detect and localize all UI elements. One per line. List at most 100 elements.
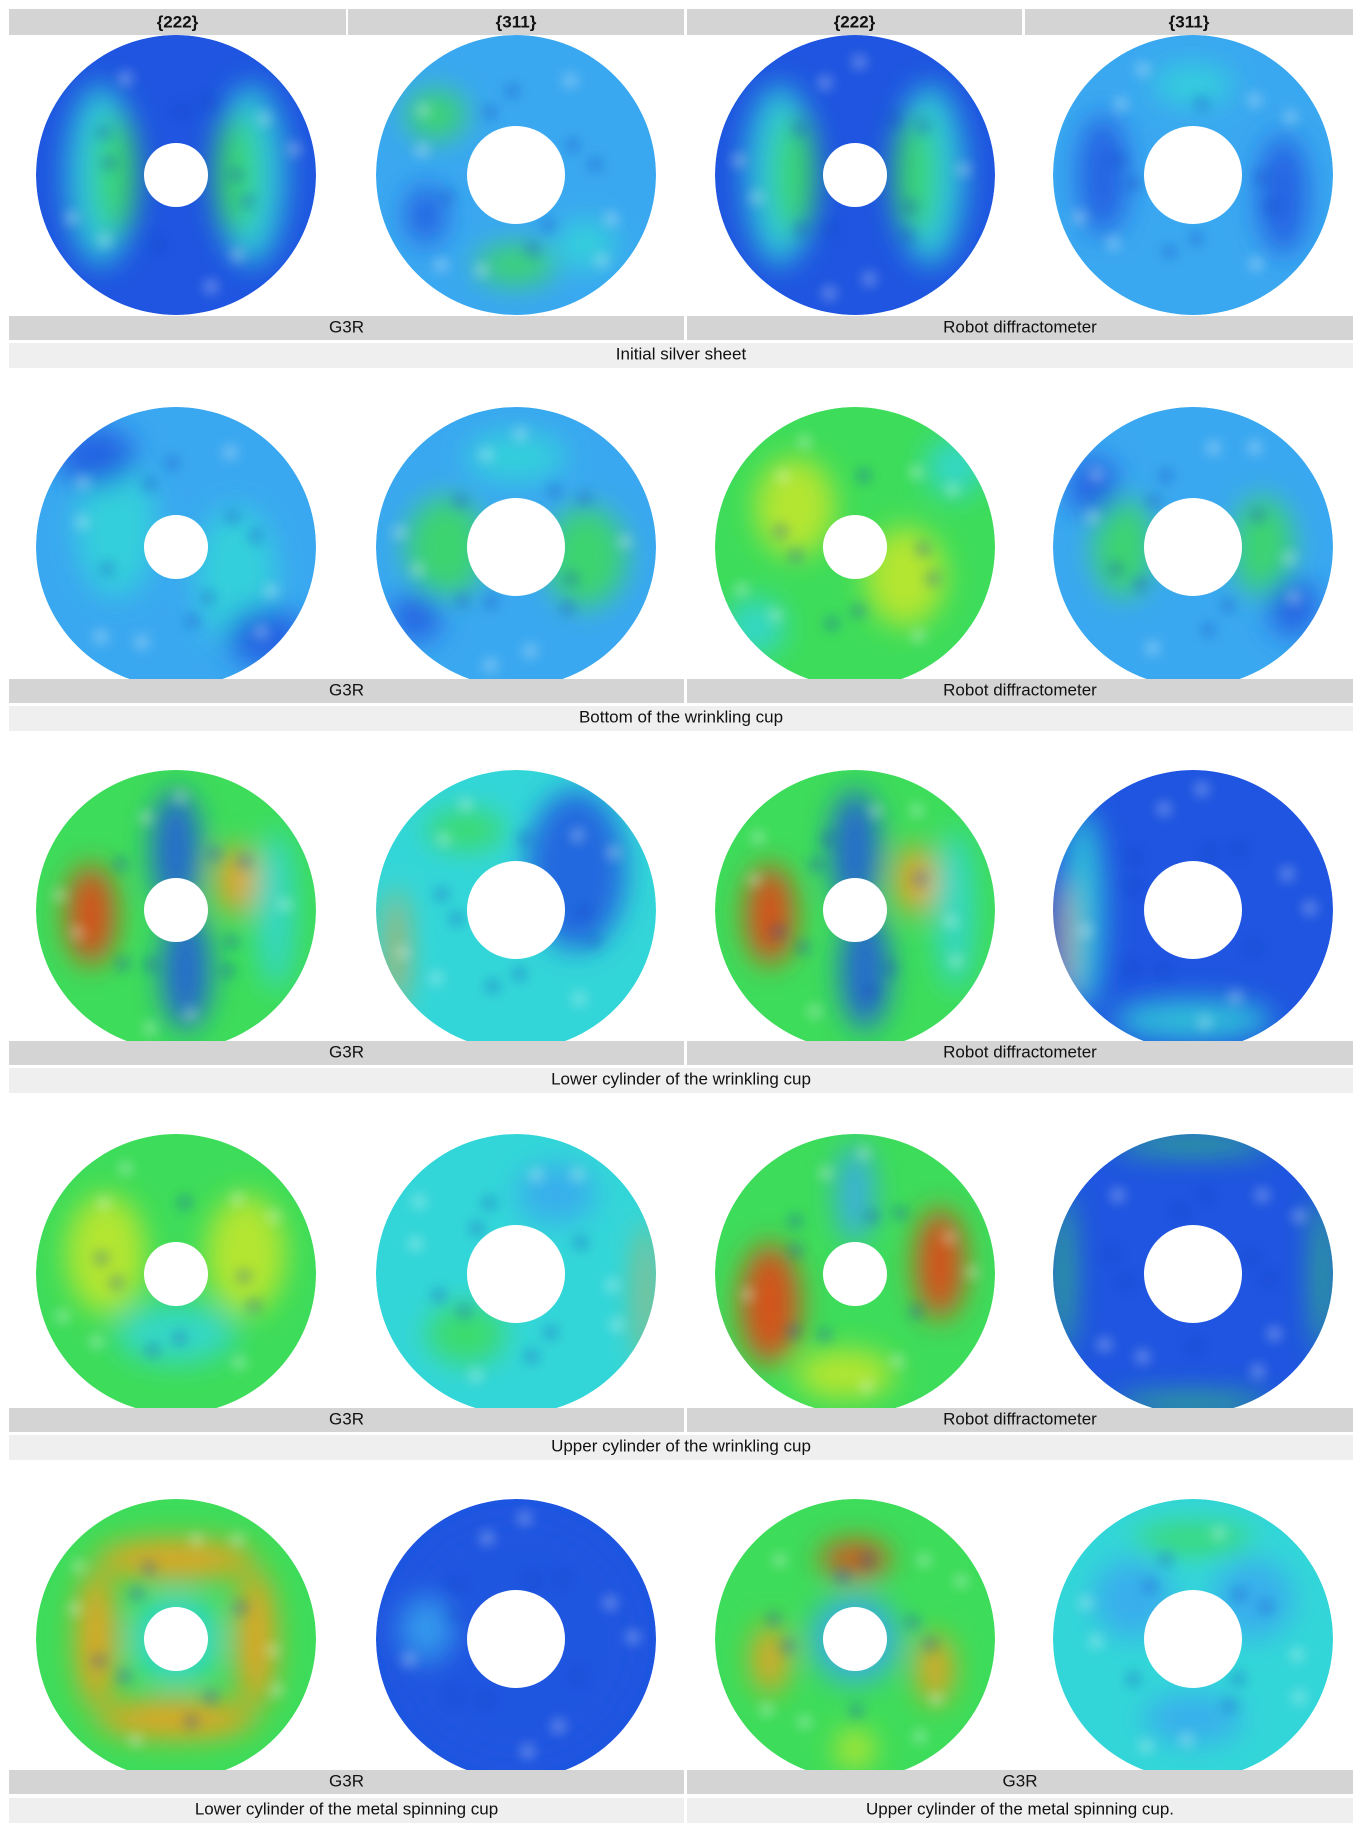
- speckle: [1089, 1634, 1104, 1649]
- speckle: [1097, 1337, 1112, 1352]
- blob: [895, 115, 935, 235]
- speckle: [1162, 244, 1177, 259]
- speckle: [142, 1560, 157, 1575]
- speckle: [100, 561, 115, 576]
- speckle: [229, 168, 243, 182]
- method-bar: [9, 1041, 684, 1065]
- speckle: [482, 1195, 497, 1210]
- center-hole: [467, 498, 565, 596]
- speckle: [1143, 1579, 1158, 1594]
- blob: [830, 790, 880, 910]
- speckle: [1089, 467, 1104, 482]
- speckles: [734, 434, 960, 643]
- header-label: {222}: [834, 12, 876, 31]
- speckle: [254, 625, 269, 640]
- center-hole: [467, 1225, 565, 1323]
- speckles: [740, 1146, 979, 1394]
- speckle: [603, 1595, 618, 1610]
- speckle: [1267, 1326, 1282, 1341]
- speckle: [117, 1669, 132, 1684]
- speckle: [1206, 441, 1221, 456]
- speckles: [55, 1161, 281, 1370]
- speckle: [570, 828, 585, 843]
- speckle: [203, 1690, 218, 1705]
- speckle: [526, 1574, 541, 1589]
- speckle: [1085, 509, 1100, 524]
- speckle: [797, 434, 812, 449]
- speckle: [224, 934, 239, 949]
- center-hole: [467, 126, 565, 224]
- speckle: [788, 548, 803, 563]
- speckle: [1259, 1599, 1274, 1614]
- speckle: [1247, 940, 1262, 955]
- speckle: [201, 590, 216, 605]
- speckle: [230, 248, 245, 263]
- blob: [406, 90, 466, 140]
- speckle: [230, 1532, 245, 1547]
- speckle: [1243, 1250, 1258, 1265]
- blob: [1258, 135, 1308, 255]
- method-label: G3R: [329, 1409, 364, 1428]
- speckle: [458, 797, 473, 812]
- speckle: [1247, 440, 1262, 455]
- speckle: [233, 1600, 248, 1615]
- speckle: [75, 515, 90, 530]
- blob: [1113, 1000, 1273, 1040]
- speckle: [1157, 802, 1172, 817]
- speckle: [482, 105, 497, 120]
- speckle: [1203, 845, 1218, 860]
- speckles: [1078, 782, 1317, 1030]
- speckles: [392, 427, 632, 673]
- speckle: [165, 456, 180, 471]
- header-label: {311}: [1169, 12, 1210, 31]
- method-label: G3R: [329, 317, 364, 336]
- pole-figure: [715, 407, 995, 687]
- speckle: [1139, 1739, 1154, 1754]
- blob: [1133, 1524, 1253, 1554]
- speckle: [818, 75, 833, 90]
- speckle: [865, 1209, 880, 1224]
- blob: [391, 592, 441, 642]
- center-hole: [1144, 861, 1242, 959]
- method-bar: [687, 1041, 1353, 1065]
- speckle: [143, 1021, 158, 1036]
- speckle: [173, 790, 188, 805]
- speckle: [96, 125, 111, 140]
- speckle: [1220, 598, 1235, 613]
- speckle: [856, 468, 871, 483]
- speckles: [415, 73, 619, 278]
- blob: [476, 245, 556, 285]
- blob: [426, 810, 506, 850]
- speckle: [401, 1652, 416, 1667]
- speckle: [1228, 990, 1243, 1005]
- speckle: [1283, 110, 1298, 125]
- method-bar: [687, 679, 1353, 703]
- blob: [640, 1224, 652, 1364]
- speckle: [1201, 622, 1216, 637]
- center-hole: [144, 1242, 208, 1306]
- speckle: [174, 104, 189, 119]
- blob: [1315, 1194, 1331, 1354]
- speckle: [189, 1533, 204, 1548]
- speckle: [513, 427, 528, 442]
- speckle: [150, 237, 165, 252]
- speckle: [570, 1669, 585, 1684]
- speckle: [523, 644, 538, 659]
- center-hole: [1144, 1225, 1242, 1323]
- header-cell: [687, 9, 1022, 35]
- speckle: [882, 961, 897, 976]
- blob: [1057, 880, 1069, 1000]
- speckle: [797, 1714, 812, 1729]
- speckle: [225, 510, 240, 525]
- blob: [216, 845, 256, 915]
- blob: [56, 427, 136, 487]
- center-hole: [467, 1590, 565, 1688]
- speckle: [594, 253, 609, 268]
- speckle: [923, 1637, 938, 1652]
- method-bar: [687, 1770, 1353, 1794]
- speckles: [75, 445, 279, 650]
- speckle: [808, 857, 823, 872]
- speckle: [1289, 1647, 1304, 1662]
- speckle: [431, 1288, 446, 1303]
